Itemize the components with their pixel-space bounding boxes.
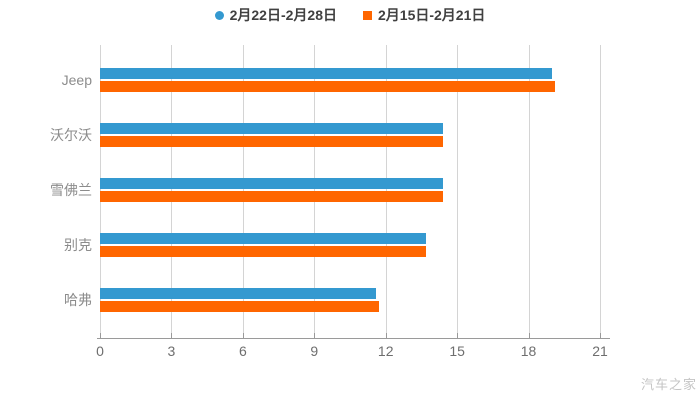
x-tick-label: 18 [520,343,537,359]
legend-label: 2月15日-2月21日 [378,7,486,23]
bar-0-0[interactable] [100,68,553,79]
bar-1-4[interactable] [100,301,379,312]
gridline [457,45,459,338]
category-label: Jeep [61,72,92,88]
axis-tick [171,333,173,338]
legend: 2月22日-2月28日 2月15日-2月21日 [0,5,700,25]
gridline [528,45,530,338]
bar-1-3[interactable] [100,246,427,257]
axis-tick [600,333,601,338]
bar-1-2[interactable] [100,191,443,202]
bar-0-1[interactable] [100,123,443,134]
axis-tick [100,333,101,338]
x-tick-label: 15 [449,343,465,359]
axis-tick [385,333,387,338]
bar-0-2[interactable] [100,178,443,189]
legend-label: 2月22日-2月28日 [229,7,337,23]
bar-1-1[interactable] [100,136,443,147]
x-tick-label: 3 [167,343,176,359]
axis-tick [314,333,316,338]
watermark: 汽车之家 [640,377,697,392]
gridline [600,45,601,338]
x-tick-label: 0 [96,343,104,359]
circle-marker-icon [214,10,224,20]
category-label: 雪佛兰 [50,182,92,198]
axis-tick [528,333,530,338]
category-label: 哈弗 [64,292,92,308]
bar-0-4[interactable] [100,288,377,299]
square-marker-icon [363,10,372,20]
bar-0-3[interactable] [100,233,427,244]
category-label: 别克 [64,237,92,253]
legend-item-feb15-21[interactable]: 2月15日-2月21日 [363,5,485,25]
legend-item-feb22-28[interactable]: 2月22日-2月28日 [214,5,337,25]
x-tick-label: 6 [238,343,247,359]
axis-tick [242,333,244,338]
category-label: 沃尔沃 [50,127,92,143]
x-tick-label: 21 [592,343,608,359]
axis-tick [457,333,459,338]
x-tick-label: 12 [377,343,394,359]
x-tick-label: 9 [310,343,319,359]
bar-1-0[interactable] [100,81,555,92]
x-axis-line [97,338,610,339]
